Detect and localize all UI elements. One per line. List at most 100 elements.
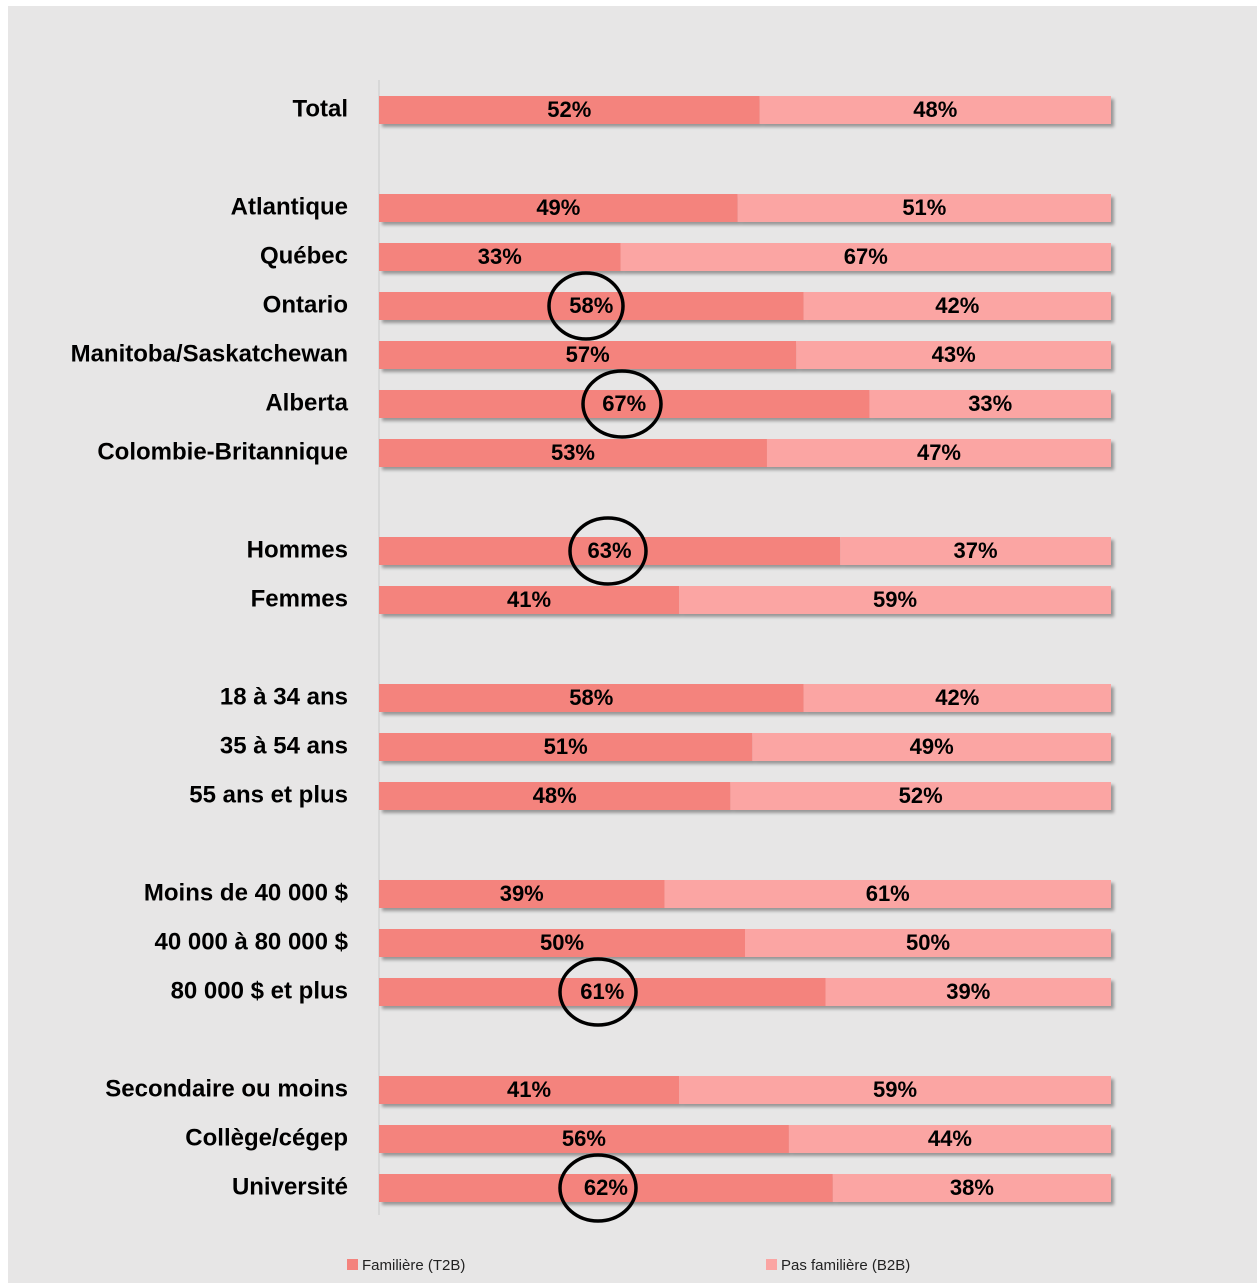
category-label: Ontario: [263, 291, 348, 318]
bar-group: [379, 733, 1111, 761]
bar-segment: [379, 390, 870, 418]
bar-group: [379, 929, 1111, 957]
data-label: 52%: [547, 97, 591, 122]
highlight-circle: [547, 271, 625, 341]
data-label: 58%: [569, 293, 613, 318]
bar-segment: [803, 684, 1111, 712]
data-label: 51%: [902, 195, 946, 220]
bar-group: [379, 880, 1111, 908]
bar-segment: [840, 537, 1111, 565]
data-label: 33%: [968, 391, 1012, 416]
data-label: 41%: [507, 1077, 551, 1102]
bar-segment: [825, 978, 1111, 1006]
category-label: Collège/cégep: [185, 1124, 348, 1151]
bar-segment: [379, 978, 826, 1006]
highlights: [547, 271, 663, 1223]
data-label: 53%: [551, 440, 595, 465]
bar-segment: [379, 733, 753, 761]
highlight-circle: [558, 1153, 638, 1223]
category-label: Hommes: [247, 536, 348, 563]
highlight-circle: [568, 516, 648, 586]
bar-segment: [737, 194, 1111, 222]
bar-segment: [796, 341, 1111, 369]
category-label: Université: [232, 1173, 348, 1200]
legend-swatch: [347, 1259, 358, 1270]
bar-group: [379, 684, 1111, 712]
bar-segment: [379, 194, 738, 222]
bar-segment: [379, 96, 760, 124]
bar-group: [379, 341, 1111, 369]
bar-group: [379, 439, 1111, 467]
bar-segment: [832, 1174, 1111, 1202]
bar-segment: [379, 1076, 680, 1104]
highlight-circle: [581, 369, 663, 439]
bar-group: [379, 390, 1111, 418]
data-label: 67%: [602, 391, 646, 416]
bar-group: [379, 243, 1111, 271]
bar-segment: [379, 1174, 833, 1202]
category-label: Secondaire ou moins: [105, 1075, 348, 1102]
data-label: 41%: [507, 587, 551, 612]
legend-label: Familière (T2B): [362, 1257, 465, 1274]
bar-segment: [745, 929, 1111, 957]
category-label: Alberta: [265, 389, 348, 416]
bar-segment: [679, 1076, 1111, 1104]
bar-segment: [759, 96, 1111, 124]
data-label: 38%: [950, 1175, 994, 1200]
data-label: 48%: [913, 97, 957, 122]
category-label: 80 000 $ et plus: [171, 977, 348, 1004]
bar-segment: [379, 782, 731, 810]
category-label: Femmes: [251, 585, 348, 612]
data-label: 63%: [588, 538, 632, 563]
bar-group: [379, 537, 1111, 565]
bar-segment: [379, 586, 680, 614]
data-label: 62%: [584, 1175, 628, 1200]
data-label: 42%: [935, 293, 979, 318]
bar-segment: [620, 243, 1111, 271]
bar-segment: [766, 439, 1111, 467]
data-label: 61%: [580, 979, 624, 1004]
legend-swatch: [766, 1259, 777, 1270]
bar-segment: [869, 390, 1111, 418]
bar-segment: [379, 537, 841, 565]
legend-label: Pas familière (B2B): [781, 1257, 910, 1274]
highlight-circle: [558, 957, 638, 1027]
data-label: 58%: [569, 685, 613, 710]
bar-segment: [379, 341, 797, 369]
bar-segment: [379, 1125, 789, 1153]
bar-segment: [752, 733, 1111, 761]
bar-segment: [379, 243, 621, 271]
data-label: 61%: [866, 881, 910, 906]
bar-segment: [379, 292, 804, 320]
data-label: 49%: [910, 734, 954, 759]
bar-segment: [379, 929, 745, 957]
data-label: 59%: [873, 587, 917, 612]
bar-group: [379, 586, 1111, 614]
data-label: 37%: [954, 538, 998, 563]
data-label: 44%: [928, 1126, 972, 1151]
data-label: 67%: [844, 244, 888, 269]
data-label: 39%: [946, 979, 990, 1004]
category-label: 40 000 à 80 000 $: [154, 928, 348, 955]
bar-segment: [730, 782, 1111, 810]
bars: 52% 48% 49% 51% 33% 67% 58% 42% 57% 43% 67% 33% 53% 4…: [379, 96, 1111, 1202]
bar-segment: [379, 880, 665, 908]
bar-group: [379, 1125, 1111, 1153]
data-label: 49%: [536, 195, 580, 220]
bar-segment: [788, 1125, 1111, 1153]
data-label: 59%: [873, 1077, 917, 1102]
data-label: 50%: [540, 930, 584, 955]
data-label: 57%: [566, 342, 610, 367]
bar-segment: [379, 684, 804, 712]
bar-group: [379, 292, 1111, 320]
category-label: 55 ans et plus: [189, 781, 348, 808]
data-label: 48%: [533, 783, 577, 808]
bar-group: [379, 782, 1111, 810]
category-label: 18 à 34 ans: [220, 683, 348, 710]
bar-group: [379, 96, 1111, 124]
data-label: 42%: [935, 685, 979, 710]
data-label: 52%: [899, 783, 943, 808]
bar-segment: [803, 292, 1111, 320]
bar-group: [379, 194, 1111, 222]
